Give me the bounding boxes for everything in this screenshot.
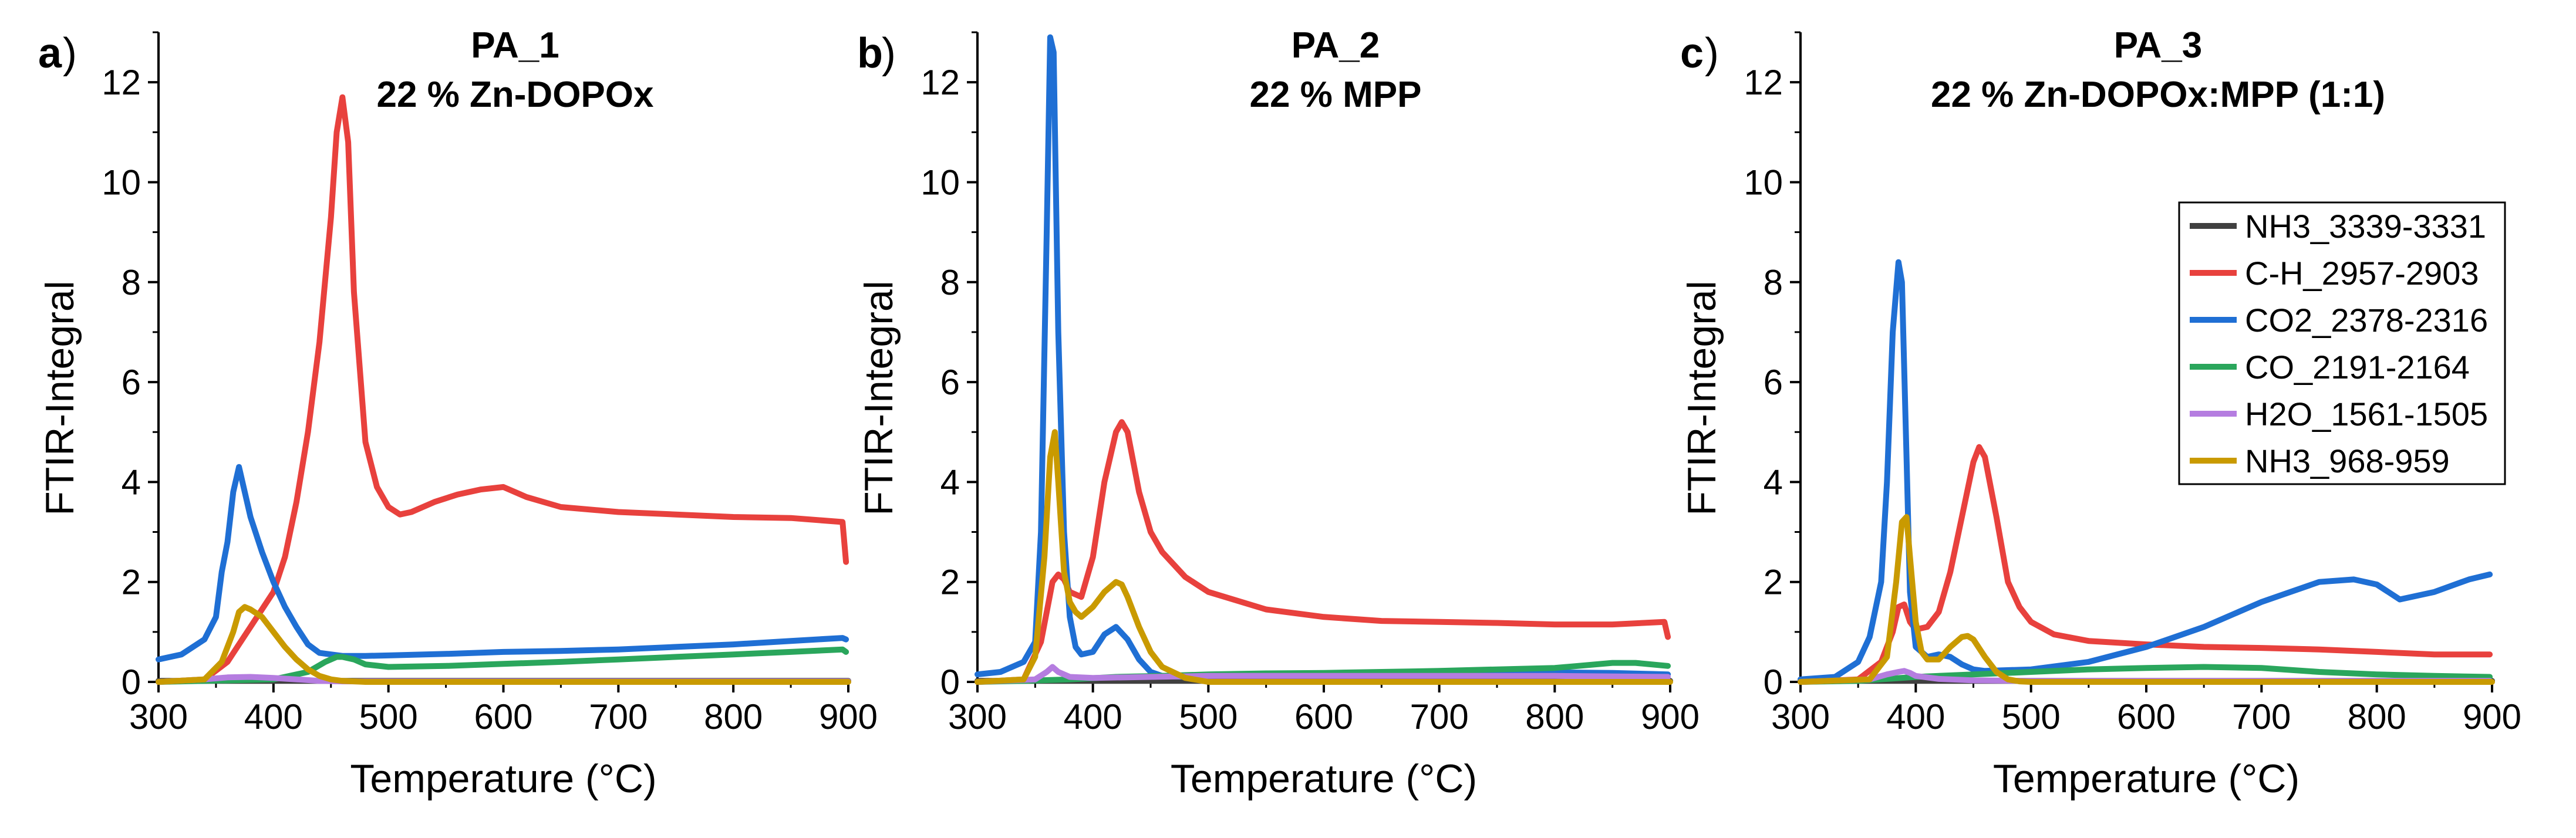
legend-label: H2O_1561-1505 <box>2245 396 2488 432</box>
y-tick-label: 6 <box>940 363 960 402</box>
panel-letter-paren: ) <box>63 30 77 77</box>
x-tick-label: 800 <box>704 697 763 736</box>
y-tick-label: 8 <box>940 263 960 302</box>
y-tick-label: 8 <box>1764 263 1783 302</box>
panel-letter: c <box>1680 30 1704 77</box>
y-tick-label: 6 <box>122 363 141 402</box>
x-tick-label: 600 <box>2117 697 2176 736</box>
y-tick-label: 4 <box>940 462 960 502</box>
y-tick-label: 8 <box>122 263 141 302</box>
series-line-co2-2378-2316 <box>156 464 849 663</box>
x-tick-label: 800 <box>1525 697 1584 736</box>
x-tick-label: 700 <box>2232 697 2291 736</box>
panel-letter: b <box>857 30 883 77</box>
series-line-co2-2378-2316 <box>1798 259 2493 682</box>
y-tick-label: 10 <box>921 163 960 202</box>
panel-subtitle: 22 % Zn-DOPOx <box>377 75 655 115</box>
legend-label: NH3_968-959 <box>2245 442 2450 479</box>
series-line-h2o-1561-1505 <box>975 664 1671 685</box>
x-tick-label: 500 <box>359 697 418 736</box>
x-tick-label: 800 <box>2348 697 2406 736</box>
legend: NH3_3339-3331 C-H_2957-2903 CO2_2378-2316 C… <box>2178 201 2506 485</box>
y-tick-label: 2 <box>1764 563 1783 602</box>
x-tick-label: 300 <box>948 697 1007 736</box>
x-tick-label: 600 <box>474 697 532 736</box>
y-tick-label: 4 <box>122 462 141 502</box>
x-tick-label: 300 <box>1771 697 1830 736</box>
x-tick-label: 700 <box>1410 697 1469 736</box>
y-axis-title: FTIR-Integral <box>857 281 901 516</box>
y-axis-title: FTIR-Integral <box>1680 281 1724 516</box>
y-tick-label: 2 <box>122 563 141 602</box>
x-tick-label: 900 <box>1641 697 1700 736</box>
x-tick-label: 300 <box>129 697 188 736</box>
y-tick-label: 0 <box>1764 663 1783 702</box>
series-line-c-h-2957-2903 <box>975 419 1671 685</box>
y-tick-label: 10 <box>1744 163 1783 202</box>
x-tick-label: 500 <box>2002 697 2061 736</box>
y-tick-label: 6 <box>1764 363 1783 402</box>
x-axis-title: Temperature (°C) <box>1993 756 2299 801</box>
series-line-nh3-968-959 <box>1798 514 2495 685</box>
y-tick-label: 10 <box>102 163 141 202</box>
series-line-nh3-968-959 <box>156 604 851 685</box>
y-tick-label: 4 <box>1764 462 1783 502</box>
x-axis-title: Temperature (°C) <box>350 756 656 801</box>
legend-box <box>2178 201 2506 485</box>
x-tick-label: 900 <box>819 697 878 736</box>
y-tick-label: 12 <box>921 63 960 102</box>
y-tick-label: 12 <box>102 63 141 102</box>
panel-letter-paren: ) <box>882 30 896 77</box>
panel-letter-paren: ) <box>1705 30 1719 77</box>
panel-c: 0 2 4 6 8 10 12 300 400 500 600 700 800 900 Temperatur… <box>1680 25 2521 801</box>
y-tick-label: 12 <box>1744 63 1783 102</box>
panel-b: 0 2 4 6 8 10 12 300 400 500 600 700 800 900 Temperatur… <box>857 25 1700 801</box>
panel-subtitle: 22 % Zn-DOPOx:MPP (1:1) <box>1931 75 2385 115</box>
x-tick-label: 700 <box>589 697 648 736</box>
x-tick-label: 500 <box>1179 697 1238 736</box>
x-tick-label: 900 <box>2463 697 2521 736</box>
legend-label: NH3_3339-3331 <box>2245 208 2486 245</box>
legend-label: CO_2191-2164 <box>2245 349 2470 386</box>
x-tick-label: 400 <box>1064 697 1122 736</box>
y-tick-label: 2 <box>940 563 960 602</box>
x-tick-label: 600 <box>1294 697 1353 736</box>
legend-label: C-H_2957-2903 <box>2245 255 2479 292</box>
panel-a: 0 2 4 6 8 10 12 300 400 500 600 700 800 900 Temperatur… <box>38 25 878 801</box>
y-axis-title: FTIR-Integral <box>38 281 82 516</box>
x-axis-title: Temperature (°C) <box>1171 756 1477 801</box>
panel-title: PA_2 <box>1292 25 1380 66</box>
panel-title: PA_1 <box>471 25 559 66</box>
y-tick-label: 0 <box>940 663 960 702</box>
legend-label: CO2_2378-2316 <box>2245 302 2488 339</box>
x-tick-label: 400 <box>1886 697 1945 736</box>
series-line-c-h-2957-2903 <box>156 94 849 685</box>
x-tick-label: 400 <box>244 697 303 736</box>
series-line-nh3-968-959 <box>975 429 1673 685</box>
panel-subtitle: 22 % MPP <box>1250 75 1422 115</box>
panel-letter: a <box>38 30 62 77</box>
series-line-c-h-2957-2903 <box>1798 444 2493 685</box>
y-tick-label: 0 <box>122 663 141 702</box>
panel-title: PA_3 <box>2114 25 2203 66</box>
